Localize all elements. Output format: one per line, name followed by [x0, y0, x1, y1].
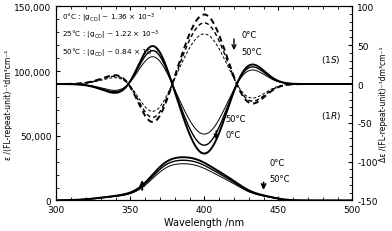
Text: (1$R$): (1$R$)	[321, 109, 341, 122]
Text: 0°C: 0°C	[241, 31, 257, 40]
Text: (1$S$): (1$S$)	[321, 54, 341, 66]
Text: 50°C: 50°C	[269, 174, 290, 183]
Y-axis label: ε /(FL-repeat-unit)⁻¹dm³cm⁻¹: ε /(FL-repeat-unit)⁻¹dm³cm⁻¹	[4, 49, 13, 159]
X-axis label: Wavelength /nm: Wavelength /nm	[164, 217, 245, 227]
Text: 0°C: 0°C	[269, 158, 285, 167]
Y-axis label: Δε /(FL-repeat-unit)⁻¹dm³cm⁻¹: Δε /(FL-repeat-unit)⁻¹dm³cm⁻¹	[379, 46, 388, 161]
Text: 0°C : |g$_{\mathrm{CD}}$| ~ 1.36 × 10$^{-3}$
25°C : |g$_{\mathrm{CD}}$| ~ 1.22 ×: 0°C : |g$_{\mathrm{CD}}$| ~ 1.36 × 10$^{…	[62, 11, 160, 60]
Text: 50°C: 50°C	[225, 115, 246, 124]
Text: 0°C: 0°C	[225, 131, 240, 139]
Text: 50°C: 50°C	[241, 48, 262, 57]
